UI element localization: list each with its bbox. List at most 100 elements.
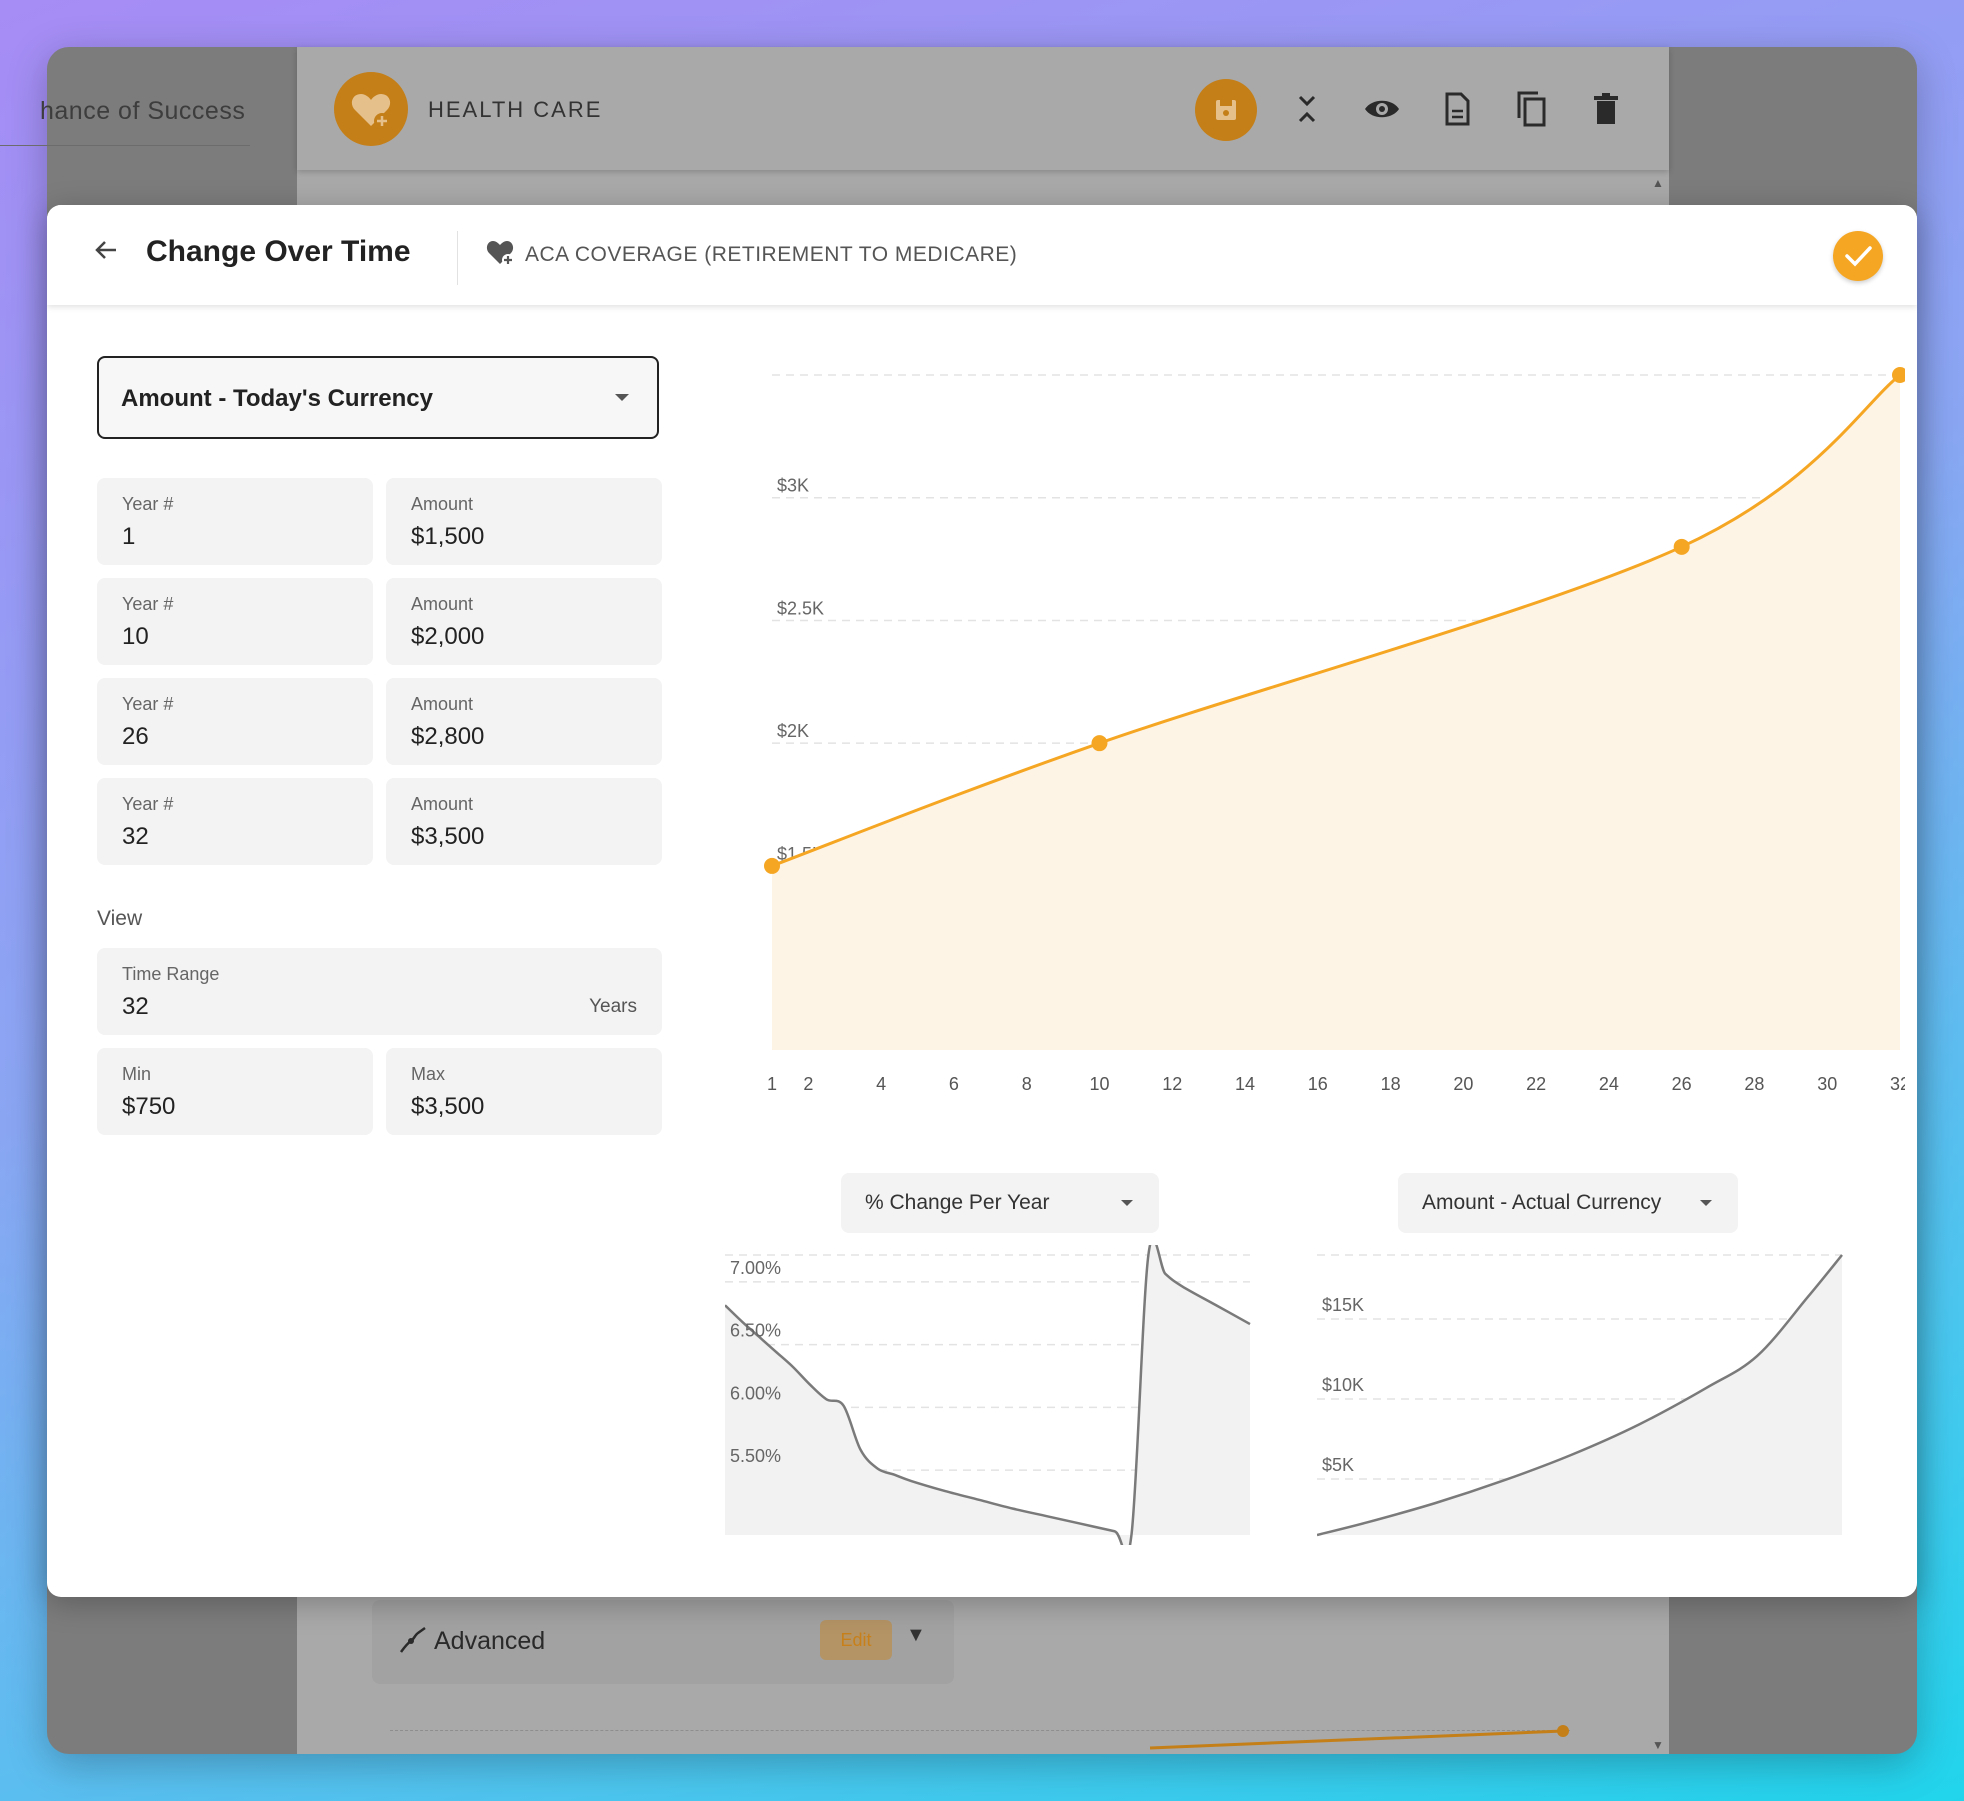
bg-eye-icon xyxy=(1362,89,1402,129)
area-fill xyxy=(772,375,1900,1050)
data-point[interactable] xyxy=(764,857,780,874)
year-value: 10 xyxy=(122,623,149,650)
year-field-4[interactable]: Year # 32 xyxy=(97,778,373,865)
value-mode-label: Amount - Today's Currency xyxy=(121,385,433,412)
area-fill xyxy=(1317,1255,1842,1535)
min-value: $750 xyxy=(122,1093,176,1120)
amount-value: $3,500 xyxy=(411,823,485,850)
x-tick-label: 8 xyxy=(1022,1074,1032,1094)
left-chart-mode-select[interactable]: % Change Per Year xyxy=(841,1173,1159,1233)
amount-field-2[interactable]: Amount $2,000 xyxy=(386,578,662,665)
amount-value: $1,500 xyxy=(411,523,485,550)
year-label: Year # xyxy=(122,694,174,714)
chevron-down-icon xyxy=(1121,1200,1133,1206)
series-line xyxy=(1317,1254,1843,1537)
bg-save-button xyxy=(1195,79,1257,141)
x-tick-label: 32 xyxy=(1890,1074,1905,1094)
bg-scroll-down-icon: ▼ xyxy=(1652,1738,1664,1752)
year-value: 32 xyxy=(122,823,149,850)
modal-title: Change Over Time xyxy=(146,235,411,268)
bg-tab-label: hance of Success xyxy=(40,97,246,125)
time-range-label: Time Range xyxy=(122,964,220,984)
percent-change-chart: 5.50% 6.00% 6.50% 7.00% xyxy=(725,1245,1251,1545)
amount-label: Amount xyxy=(411,594,474,614)
x-tick-label: 14 xyxy=(1235,1074,1255,1094)
amount-over-time-chart[interactable]: $1K$1.5K$2K$2.5K$3K124681012141618202224… xyxy=(705,335,1905,1095)
data-point[interactable] xyxy=(1673,538,1690,555)
year-value: 26 xyxy=(122,723,149,750)
x-tick-label: 12 xyxy=(1162,1074,1182,1094)
bg-advanced-label: Advanced xyxy=(434,1627,546,1655)
time-range-value: 32 xyxy=(122,993,149,1020)
confirm-button[interactable] xyxy=(1833,231,1883,281)
max-label: Max xyxy=(411,1064,446,1084)
year-field-1[interactable]: Year # 1 xyxy=(97,478,373,565)
x-tick-label: 30 xyxy=(1817,1074,1837,1094)
chevron-down-icon xyxy=(615,394,629,401)
view-section-label: View xyxy=(97,907,143,930)
amount-label: Amount xyxy=(411,694,474,714)
header-divider xyxy=(457,231,458,285)
x-tick-label: 2 xyxy=(803,1074,813,1094)
modal-header: Change Over Time ACA COVERAGE (RETIREMEN… xyxy=(47,205,1917,305)
y-tick-label: $2K xyxy=(777,721,809,741)
amount-field-4[interactable]: Amount $3,500 xyxy=(386,778,662,865)
bg-edit-button: Edit xyxy=(820,1620,892,1660)
check-icon xyxy=(1845,246,1872,267)
bg-trash-icon xyxy=(1586,89,1626,129)
y-tick-label: 6.00% xyxy=(730,1383,781,1403)
back-arrow-icon[interactable] xyxy=(91,235,121,273)
x-tick-label: 24 xyxy=(1599,1074,1619,1094)
y-tick-label: $15K xyxy=(1322,1295,1364,1315)
y-tick-label: $10K xyxy=(1322,1375,1364,1395)
bg-advanced-icon xyxy=(398,1625,428,1662)
year-field-3[interactable]: Year # 26 xyxy=(97,678,373,765)
bg-document-icon xyxy=(1437,89,1477,129)
x-tick-label: 6 xyxy=(949,1074,959,1094)
amount-field-3[interactable]: Amount $2,800 xyxy=(386,678,662,765)
bg-chevron-down-icon: ▼ xyxy=(906,1624,926,1646)
time-range-field[interactable]: Time Range 32 Years xyxy=(97,948,662,1035)
year-label: Year # xyxy=(122,794,174,814)
bg-chart-line xyxy=(1150,1725,1569,1750)
min-field[interactable]: Min $750 xyxy=(97,1048,373,1135)
data-point[interactable] xyxy=(1892,367,1905,383)
amount-label: Amount xyxy=(411,794,474,814)
right-chart-mode-label: Amount - Actual Currency xyxy=(1422,1191,1662,1214)
year-label: Year # xyxy=(122,594,174,614)
right-chart-mode-select[interactable]: Amount - Actual Currency xyxy=(1398,1173,1738,1233)
x-tick-label: 26 xyxy=(1672,1074,1692,1094)
min-label: Min xyxy=(122,1064,152,1084)
bg-scroll-up-icon: ▲ xyxy=(1652,176,1664,190)
x-tick-label: 20 xyxy=(1453,1074,1473,1094)
x-tick-label: 1 xyxy=(767,1074,777,1094)
max-field[interactable]: Max $3,500 xyxy=(386,1048,662,1135)
change-over-time-modal: Change Over Time ACA COVERAGE (RETIREMEN… xyxy=(47,205,1917,1597)
y-tick-label: $3K xyxy=(777,476,809,496)
actual-currency-chart: $5K $10K $15K xyxy=(1317,1254,1843,1537)
value-mode-select[interactable]: Amount - Today's Currency xyxy=(97,356,659,439)
series-line xyxy=(725,1245,1251,1545)
x-tick-label: 28 xyxy=(1744,1074,1764,1094)
y-tick-label: 7.00% xyxy=(730,1258,781,1278)
amount-value: $2,800 xyxy=(411,723,485,750)
y-tick-label: 5.50% xyxy=(730,1446,781,1466)
year-field-2[interactable]: Year # 10 xyxy=(97,578,373,665)
x-tick-label: 4 xyxy=(876,1074,886,1094)
amount-value: $2,000 xyxy=(411,623,485,650)
chevron-down-icon xyxy=(1700,1200,1712,1206)
max-value: $3,500 xyxy=(411,1093,485,1120)
bg-section-title: HEALTH CARE xyxy=(428,97,603,122)
health-care-icon xyxy=(484,235,518,269)
bg-grid-line xyxy=(390,1730,1570,1731)
bg-copy-icon xyxy=(1511,89,1551,129)
amount-label: Amount xyxy=(411,494,474,514)
time-range-suffix: Years xyxy=(589,996,637,1017)
bg-collapse-icon xyxy=(1287,89,1327,129)
data-point[interactable] xyxy=(1091,735,1108,752)
y-tick-label: 6.50% xyxy=(730,1321,781,1341)
amount-field-1[interactable]: Amount $1,500 xyxy=(386,478,662,565)
area-fill xyxy=(725,1245,1250,1545)
y-tick-label: $5K xyxy=(1322,1455,1354,1475)
x-tick-label: 22 xyxy=(1526,1074,1546,1094)
